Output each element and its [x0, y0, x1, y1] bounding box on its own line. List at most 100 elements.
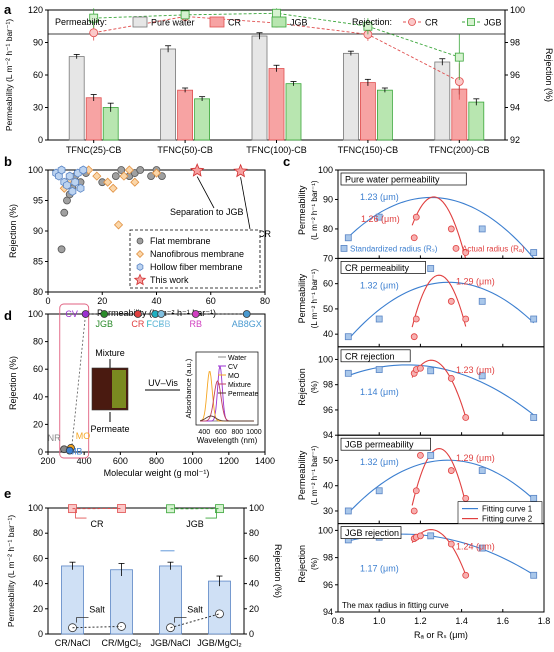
bar	[160, 48, 177, 141]
y-axis-label: Rejection	[297, 368, 307, 406]
tick-label: 70	[323, 253, 333, 263]
actual-point	[462, 571, 470, 579]
uv-label: UV–Vis	[148, 378, 178, 388]
standardized-point	[427, 367, 435, 375]
rejection-point	[272, 8, 281, 18]
legend-marker	[133, 273, 147, 286]
peak-label: 1.29 (μm)	[456, 276, 495, 286]
y-axis-label: Permeability	[297, 450, 307, 500]
tick-label: 90	[33, 226, 43, 236]
tick-label: 40	[249, 579, 259, 589]
rejection-line	[93, 16, 460, 82]
bar	[68, 56, 85, 141]
legend-marker	[467, 18, 475, 26]
bar	[468, 101, 485, 141]
tick-label: 100	[318, 525, 333, 535]
tick-label: 20	[97, 296, 107, 306]
data-point	[65, 446, 74, 455]
data-point	[157, 310, 166, 318]
panel-label: b	[4, 154, 12, 169]
data-point	[57, 165, 66, 175]
actual-point	[462, 315, 470, 323]
tick-label: 100	[318, 354, 333, 364]
point-label: JGB	[95, 319, 113, 329]
bar	[268, 68, 285, 141]
legend-marker	[340, 244, 348, 252]
tick-label: 92	[510, 135, 520, 145]
tick-label: 0	[249, 629, 254, 639]
tick-label: 800	[149, 456, 164, 466]
actual-point	[447, 374, 455, 382]
peak-label: 1.29 (μm)	[456, 453, 495, 463]
subplot-title-box	[340, 526, 402, 539]
tick-label: 100	[249, 503, 264, 513]
rejection-point	[89, 13, 99, 23]
annotation-arrow	[196, 176, 215, 209]
standardized-point	[427, 532, 435, 540]
actual-point	[462, 494, 470, 502]
vial-permeate	[112, 370, 126, 408]
x-axis-label: Rₐ or Rₛ (μm)	[414, 630, 468, 640]
annotation-arrow	[240, 177, 251, 230]
y-axis-label: (L m⁻² h⁻¹ bar⁻¹)	[310, 269, 319, 329]
data-point	[130, 177, 140, 187]
bar	[376, 89, 393, 141]
point-label: FCF	[146, 319, 164, 329]
actual-point	[447, 225, 455, 233]
data-point	[63, 180, 71, 190]
note: The max radius in fitting curve	[342, 601, 449, 610]
legend-marker	[452, 244, 460, 252]
point-label: RB	[189, 319, 202, 329]
permeate-label: Permeate	[90, 424, 129, 434]
subplot-title: Pure water permeability	[345, 175, 440, 185]
bar	[359, 82, 376, 141]
tick-label: 60	[33, 70, 43, 80]
data-point	[136, 166, 145, 174]
tick-label: 800	[231, 429, 243, 436]
bar	[285, 83, 302, 141]
y-axis-label: Permeability	[297, 185, 307, 235]
y-axis-label: (L m⁻² h⁻¹ bar⁻¹)	[310, 180, 319, 240]
y-axis-label: Rejection (%)	[8, 204, 18, 258]
data-point	[190, 163, 205, 177]
bar	[251, 35, 268, 141]
legend-label: Mixture	[228, 382, 251, 389]
bar	[342, 52, 359, 141]
tick-label: 1.4	[455, 616, 468, 626]
y-axis-label: (L m⁻² h⁻¹ bar⁻¹)	[310, 445, 319, 505]
category-label: JGB/MgCl₂	[197, 638, 242, 648]
spectrum-line	[200, 415, 254, 422]
data-point	[233, 163, 248, 178]
standardized-point	[375, 366, 383, 373]
peak-label: 1.32 (μm)	[360, 457, 399, 467]
subplot-title: CR permeability	[345, 263, 410, 273]
salt-line	[170, 613, 220, 629]
tick-label: 80	[249, 528, 259, 538]
tick-label: 90	[33, 38, 43, 48]
tick-label: 0	[38, 135, 43, 145]
legend-marker	[408, 18, 416, 26]
standardized-point	[344, 234, 352, 242]
rejection-point	[454, 52, 464, 62]
tick-label: 100	[28, 503, 43, 513]
trend-line	[71, 313, 247, 450]
peak-label: 1.23 (μm)	[456, 365, 495, 375]
fitting-curve-1	[347, 196, 535, 259]
legend-box	[457, 501, 543, 524]
legend-title: Rejection:	[352, 17, 392, 27]
arrow	[205, 509, 217, 519]
point-label: NR	[48, 433, 61, 443]
legend-marker	[136, 250, 144, 258]
tick-label: 80	[33, 337, 43, 347]
legend-label: Nanofibrous membrane	[150, 249, 244, 259]
tick-label: 20	[33, 419, 43, 429]
actual-point	[462, 249, 470, 256]
point-label: AB8GX	[232, 319, 262, 329]
subplot-title: JGB rejection	[345, 528, 399, 538]
data-point	[147, 172, 155, 181]
tick-label: 80	[323, 224, 333, 234]
standardized-point	[478, 467, 486, 474]
tick-label: 96	[323, 405, 333, 415]
subplot-title-box	[340, 261, 426, 274]
tick-label: 96	[323, 580, 333, 590]
